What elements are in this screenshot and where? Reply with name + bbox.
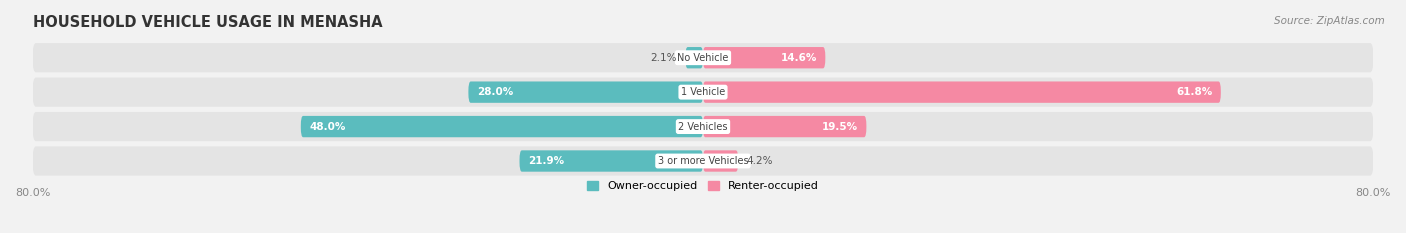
Text: 28.0%: 28.0%: [477, 87, 513, 97]
FancyBboxPatch shape: [32, 43, 1374, 72]
Text: Source: ZipAtlas.com: Source: ZipAtlas.com: [1274, 16, 1385, 26]
FancyBboxPatch shape: [703, 47, 825, 69]
FancyBboxPatch shape: [703, 82, 1220, 103]
Text: 1 Vehicle: 1 Vehicle: [681, 87, 725, 97]
Text: HOUSEHOLD VEHICLE USAGE IN MENASHA: HOUSEHOLD VEHICLE USAGE IN MENASHA: [32, 15, 382, 30]
FancyBboxPatch shape: [703, 116, 866, 137]
Text: 48.0%: 48.0%: [309, 122, 346, 132]
Text: 2 Vehicles: 2 Vehicles: [678, 122, 728, 132]
Text: 14.6%: 14.6%: [780, 53, 817, 63]
FancyBboxPatch shape: [32, 112, 1374, 141]
FancyBboxPatch shape: [519, 150, 703, 172]
FancyBboxPatch shape: [32, 146, 1374, 176]
Text: 3 or more Vehicles: 3 or more Vehicles: [658, 156, 748, 166]
Text: 61.8%: 61.8%: [1177, 87, 1212, 97]
Text: 21.9%: 21.9%: [527, 156, 564, 166]
FancyBboxPatch shape: [685, 47, 703, 69]
Text: 19.5%: 19.5%: [823, 122, 858, 132]
Legend: Owner-occupied, Renter-occupied: Owner-occupied, Renter-occupied: [582, 176, 824, 195]
FancyBboxPatch shape: [703, 150, 738, 172]
FancyBboxPatch shape: [32, 78, 1374, 107]
Text: 2.1%: 2.1%: [651, 53, 678, 63]
Text: No Vehicle: No Vehicle: [678, 53, 728, 63]
FancyBboxPatch shape: [301, 116, 703, 137]
FancyBboxPatch shape: [468, 82, 703, 103]
Text: 4.2%: 4.2%: [747, 156, 773, 166]
